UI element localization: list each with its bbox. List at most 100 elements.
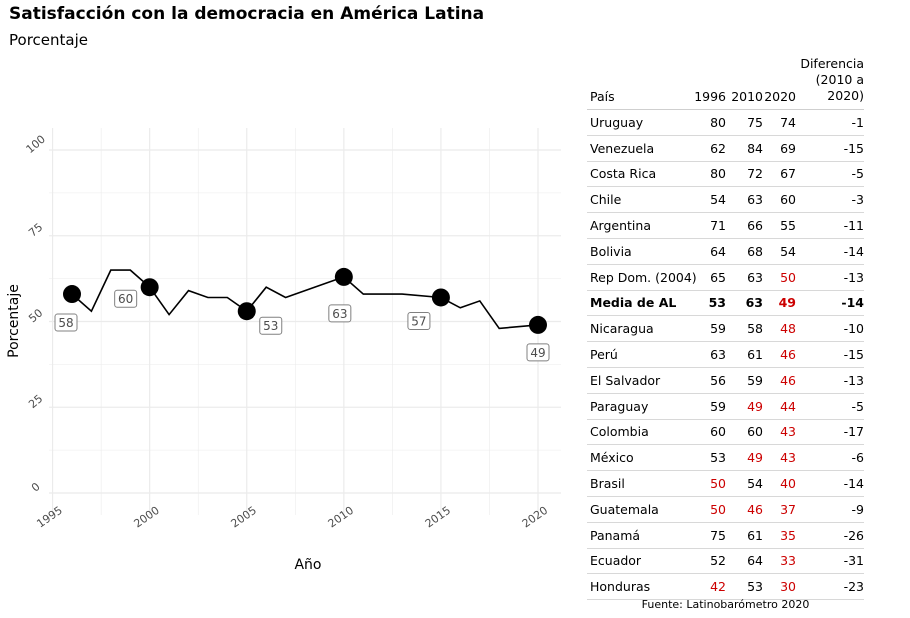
cell-2020: 30 <box>763 573 796 601</box>
cell-diff: -9 <box>796 496 864 523</box>
col-header-diff-line1: Diferencia <box>800 56 864 71</box>
cell-country: Uruguay <box>587 109 686 136</box>
cell-1996: 56 <box>686 367 726 394</box>
data-label-box <box>259 316 283 335</box>
cell-2010: 53 <box>726 573 763 601</box>
table-row: Costa Rica 80 72 67 -5 <box>587 161 864 188</box>
cell-2010: 72 <box>726 161 763 188</box>
x-tick-label: 1995 <box>34 504 64 531</box>
cell-1996: 65 <box>686 264 726 291</box>
x-tick-label: 2000 <box>131 504 161 531</box>
x-tick-label: 2010 <box>326 504 356 531</box>
col-header-2020: 2020 <box>763 56 796 110</box>
data-label-box <box>526 343 550 362</box>
cell-1996: 53 <box>686 290 726 317</box>
cell-country: Brasil <box>587 470 686 497</box>
table-row: Perú 63 61 46 -15 <box>587 341 864 368</box>
y-tick-label: 50 <box>26 306 45 325</box>
table-row: Brasil 50 54 40 -14 <box>587 470 864 497</box>
cell-diff: -3 <box>796 186 864 214</box>
cell-diff: -17 <box>796 419 864 446</box>
cell-1996: 63 <box>686 341 726 368</box>
col-header-1996: 1996 <box>686 56 726 110</box>
cell-1996: 50 <box>686 496 726 523</box>
cell-2020: 67 <box>763 161 796 188</box>
col-header-diff: Diferencia (2010 a 2020) <box>796 56 864 110</box>
data-label: 58 <box>58 316 73 330</box>
cell-country: Chile <box>587 186 686 214</box>
table-row: Honduras 42 53 30 -23 <box>587 573 864 601</box>
data-point <box>334 267 353 286</box>
source-note: Fuente: Latinobarómetro 2020 <box>641 598 810 611</box>
cell-diff: -15 <box>796 135 864 162</box>
cell-diff: -10 <box>796 315 864 343</box>
col-header-2010: 2010 <box>726 56 763 110</box>
cell-diff: -11 <box>796 212 864 239</box>
cell-country: Guatemala <box>587 496 686 523</box>
cell-1996: 50 <box>686 470 726 497</box>
cell-1996: 54 <box>686 186 726 214</box>
cell-2010: 49 <box>726 393 763 420</box>
cell-country: Perú <box>587 341 686 368</box>
data-label-box <box>54 313 78 332</box>
cell-diff: -23 <box>796 573 864 601</box>
data-label: 57 <box>411 314 426 328</box>
table-row: Argentina 71 66 55 -11 <box>587 212 864 239</box>
cell-2020: 37 <box>763 496 796 523</box>
cell-country: Rep Dom. (2004) <box>587 264 697 291</box>
cell-2010: 61 <box>726 522 763 549</box>
table-row: Ecuador 52 64 33 -31 <box>587 548 864 575</box>
cell-country: Argentina <box>587 212 686 239</box>
cell-2020: 74 <box>763 109 796 136</box>
cell-2020: 49 <box>763 290 796 317</box>
cell-diff: -26 <box>796 522 864 549</box>
cell-2020: 33 <box>763 548 796 575</box>
data-label-box <box>114 289 138 308</box>
data-point <box>237 302 256 321</box>
x-tick-label: 2015 <box>423 504 453 531</box>
cell-1996: 59 <box>686 393 726 420</box>
cell-2010: 66 <box>726 212 763 239</box>
cell-2010: 61 <box>726 341 763 368</box>
cell-1996: 75 <box>686 522 726 549</box>
cell-diff: -1 <box>796 109 864 136</box>
cell-2010: 46 <box>726 496 763 523</box>
cell-country: Paraguay <box>587 393 686 420</box>
data-point <box>431 288 450 307</box>
data-label: 49 <box>530 346 545 360</box>
cell-diff: -15 <box>796 341 864 368</box>
table-row: Uruguay 80 75 74 -1 <box>587 109 864 136</box>
cell-2020: 43 <box>763 444 796 472</box>
data-label: 60 <box>118 292 133 306</box>
cell-2020: 55 <box>763 212 796 239</box>
cell-2020: 54 <box>763 238 796 265</box>
y-tick-label: 25 <box>26 392 45 411</box>
data-label: 53 <box>263 319 278 333</box>
y-axis-title: Porcentaje <box>6 284 22 358</box>
cell-1996: 62 <box>686 135 726 162</box>
cell-country: Honduras <box>587 573 686 601</box>
table-header-row: País 1996 2010 2020 Diferencia (2010 a 2… <box>587 56 864 110</box>
cell-2010: 64 <box>726 548 763 575</box>
table-body: Uruguay 80 75 74 -1 Venezuela 62 84 69 -15 Costa R… <box>587 109 864 601</box>
cell-1996: 64 <box>686 238 726 265</box>
data-point <box>63 285 81 304</box>
cell-2020: 48 <box>763 315 796 343</box>
cell-1996: 80 <box>686 109 726 136</box>
x-axis-title: Año <box>294 557 321 573</box>
cell-diff: -14 <box>796 470 864 497</box>
table-row: Chile 54 63 60 -3 <box>587 186 864 214</box>
series-line <box>71 269 539 330</box>
table-row: Bolivia 64 68 54 -14 <box>587 238 864 265</box>
cell-1996: 42 <box>686 573 726 601</box>
cell-1996: 80 <box>686 161 726 188</box>
cell-2010: 58 <box>726 315 763 343</box>
cell-country: El Salvador <box>587 367 686 394</box>
y-tick-label: 100 <box>24 133 48 156</box>
data-point <box>140 278 159 297</box>
chart-grid <box>49 128 561 515</box>
x-tick-label: 2020 <box>520 504 550 531</box>
cell-country: Costa Rica <box>587 161 686 188</box>
table-row: Colombia 60 60 43 -17 <box>587 419 864 446</box>
